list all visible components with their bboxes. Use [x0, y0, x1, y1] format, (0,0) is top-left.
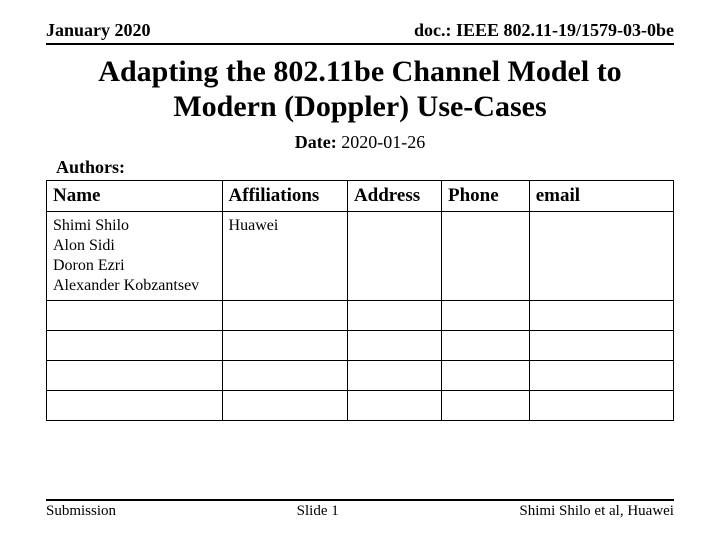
authors-table: NameAffiliationsAddressPhoneemail Shimi …	[46, 180, 674, 421]
cell-address	[347, 391, 441, 421]
cell-affiliations	[222, 391, 347, 421]
cell-name: Shimi ShiloAlon SidiDoron EzriAlexander …	[47, 212, 223, 301]
cell-affiliations	[222, 331, 347, 361]
table-row	[47, 361, 674, 391]
cell-address	[347, 301, 441, 331]
cell-email	[529, 331, 673, 361]
table-row	[47, 331, 674, 361]
cell-affiliations: Huawei	[222, 212, 347, 301]
footer-left: Submission	[46, 503, 116, 520]
cell-phone	[441, 361, 529, 391]
cell-affiliations	[222, 361, 347, 391]
table-header-row: NameAffiliationsAddressPhoneemail	[47, 181, 674, 212]
header-row: January 2020 doc.: IEEE 802.11-19/1579-0…	[46, 20, 674, 45]
table-column-header: Affiliations	[222, 181, 347, 212]
table-column-header: Phone	[441, 181, 529, 212]
table-column-header: Address	[347, 181, 441, 212]
date-label: Date:	[295, 132, 337, 152]
cell-email	[529, 301, 673, 331]
title-line-1: Adapting the 802.11be Channel Model to	[98, 55, 621, 88]
cell-phone	[441, 331, 529, 361]
footer-center: Slide 1	[297, 503, 339, 520]
header-date: January 2020	[46, 20, 151, 41]
cell-phone	[441, 212, 529, 301]
cell-affiliations	[222, 301, 347, 331]
footer-row: Submission Slide 1 Shimi Shilo et al, Hu…	[46, 499, 674, 520]
cell-phone	[441, 301, 529, 331]
table-row: Shimi ShiloAlon SidiDoron EzriAlexander …	[47, 212, 674, 301]
slide-page: January 2020 doc.: IEEE 802.11-19/1579-0…	[0, 0, 720, 540]
header-docid: doc.: IEEE 802.11-19/1579-03-0be	[414, 20, 674, 41]
cell-email	[529, 391, 673, 421]
cell-name	[47, 391, 223, 421]
table-row	[47, 301, 674, 331]
table-column-header: email	[529, 181, 673, 212]
cell-name	[47, 331, 223, 361]
cell-address	[347, 212, 441, 301]
cell-email	[529, 212, 673, 301]
cell-email	[529, 361, 673, 391]
cell-name	[47, 361, 223, 391]
page-title: Adapting the 802.11be Channel Model to M…	[46, 55, 674, 124]
date-value: 2020-01-26	[341, 132, 425, 152]
table-row	[47, 391, 674, 421]
cell-phone	[441, 391, 529, 421]
authors-label: Authors:	[56, 157, 674, 178]
table-column-header: Name	[47, 181, 223, 212]
date-row: Date: 2020-01-26	[46, 132, 674, 153]
cell-address	[347, 331, 441, 361]
cell-address	[347, 361, 441, 391]
cell-name	[47, 301, 223, 331]
footer-right: Shimi Shilo et al, Huawei	[519, 503, 674, 520]
title-line-2: Modern (Doppler) Use-Cases	[173, 90, 546, 123]
